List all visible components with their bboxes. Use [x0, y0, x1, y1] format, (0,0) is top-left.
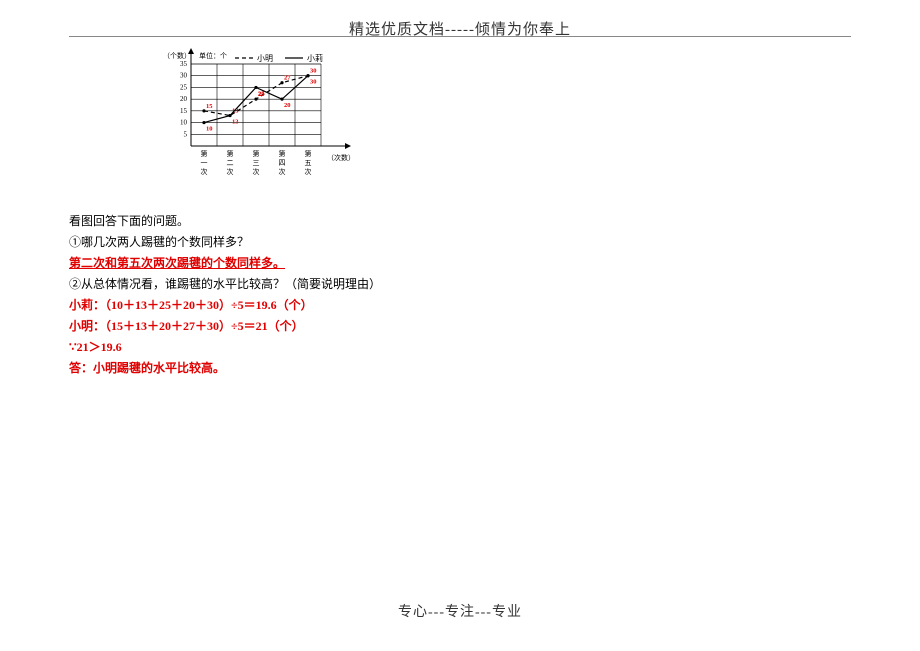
svg-text:13: 13	[232, 119, 239, 126]
svg-text:三: 三	[253, 159, 260, 167]
question-1: ①哪几次两人踢毽的个数同样多？	[69, 232, 851, 253]
svg-text:20: 20	[284, 102, 291, 109]
svg-text:第: 第	[253, 149, 260, 158]
body-text: 看图回答下面的问题。 ①哪几次两人踢毽的个数同样多？ 第二次和第五次两次踢毽的个…	[69, 211, 851, 379]
svg-text:四: 四	[279, 159, 286, 167]
answer-1: 第二次和第五次两次踢毽的个数同样多。	[69, 253, 851, 274]
answer-2-line1: 小莉：（10＋13＋25＋20＋30）÷5＝19.6（个）	[69, 295, 851, 316]
svg-text:次: 次	[201, 167, 208, 176]
content-area: 5101520253035（个数）单位：个（次数）小明小莉第一次第二次第三次第四…	[69, 40, 851, 379]
svg-text:第: 第	[227, 149, 234, 158]
svg-text:27: 27	[284, 75, 291, 82]
question-intro: 看图回答下面的问题。	[69, 211, 851, 232]
svg-text:5: 5	[184, 130, 188, 138]
question-2: ②从总体情况看，谁踢毽的水平比较高？（简要说明理由）	[69, 274, 851, 295]
svg-text:10: 10	[180, 119, 188, 127]
page-footer: 专心---专注---专业	[0, 601, 920, 621]
svg-text:次: 次	[227, 167, 234, 176]
svg-text:次: 次	[305, 167, 312, 176]
svg-text:一: 一	[201, 159, 208, 167]
svg-text:第: 第	[279, 149, 286, 158]
chart-svg: 5101520253035（个数）单位：个（次数）小明小莉第一次第二次第三次第四…	[159, 46, 379, 196]
svg-text:五: 五	[305, 159, 312, 167]
svg-text:次: 次	[253, 167, 260, 176]
svg-text:30: 30	[310, 68, 317, 75]
svg-text:二: 二	[227, 159, 234, 167]
svg-text:35: 35	[180, 60, 188, 68]
answer-2-line2: 小明：（15＋13＋20＋27＋30）÷5＝21（个）	[69, 316, 851, 337]
svg-text:25: 25	[180, 83, 188, 91]
header-rule	[69, 36, 851, 37]
svg-text:30: 30	[310, 79, 317, 86]
svg-text:20: 20	[180, 95, 188, 103]
answer-2-line4: 答：小明踢毽的水平比较高。	[69, 358, 851, 379]
svg-text:单位：个: 单位：个	[199, 51, 227, 60]
svg-text:25: 25	[258, 90, 265, 97]
svg-text:小明: 小明	[257, 54, 273, 63]
svg-text:15: 15	[206, 103, 213, 110]
svg-text:（个数）: （个数）	[163, 51, 191, 60]
svg-text:第: 第	[201, 149, 208, 158]
svg-text:10: 10	[206, 126, 213, 133]
svg-text:30: 30	[180, 72, 188, 80]
svg-text:15: 15	[180, 107, 188, 115]
svg-text:次: 次	[279, 167, 286, 176]
chart: 5101520253035（个数）单位：个（次数）小明小莉第一次第二次第三次第四…	[159, 46, 379, 201]
svg-text:第: 第	[305, 149, 312, 158]
svg-text:小莉: 小莉	[307, 53, 323, 63]
svg-text:（次数）: （次数）	[327, 153, 355, 162]
answer-2-line3: ∵21＞19.6	[69, 337, 851, 358]
